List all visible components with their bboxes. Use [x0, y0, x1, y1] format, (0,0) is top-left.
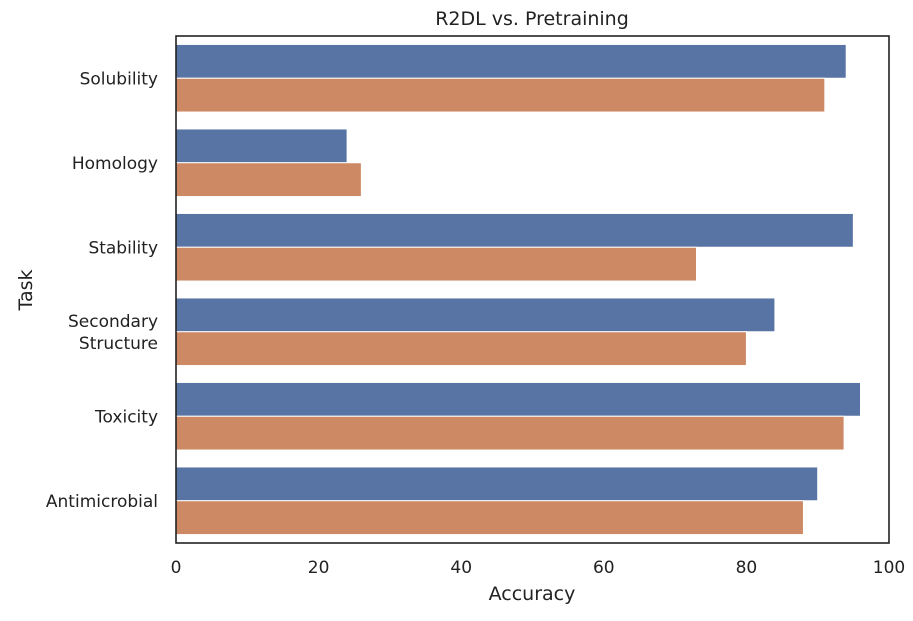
- y-tick-label-line: Toxicity: [94, 407, 158, 427]
- bar-secondary-structure-series-1: [175, 297, 776, 333]
- y-tick-label-line: Secondary: [68, 312, 158, 332]
- bars-group: [175, 43, 861, 536]
- bar-antimicrobial-series-2: [175, 500, 804, 536]
- bar-secondary-structure-series-2: [175, 331, 747, 367]
- bar-homology-series-2: [175, 162, 362, 198]
- bar-homology-series-1: [175, 128, 348, 164]
- y-tick-label-line: Solubility: [80, 69, 158, 89]
- plot-frame: [175, 35, 890, 544]
- x-tick-label: 80: [736, 558, 758, 578]
- chart-title: R2DL vs. Pretraining: [435, 8, 629, 30]
- y-tick-label-line: Stability: [88, 238, 158, 258]
- bar-solubility-series-2: [175, 77, 826, 113]
- bar-stability-series-2: [175, 246, 697, 282]
- y-axis-label: Task: [15, 269, 37, 311]
- bar-solubility-series-1: [175, 43, 847, 79]
- bar-antimicrobial-series-1: [175, 466, 819, 502]
- y-tick-label: Secondary Structure: [68, 312, 158, 354]
- y-tick-label: Stability: [88, 238, 158, 258]
- x-tick-label: 40: [450, 558, 472, 578]
- y-tick-label-line: Structure: [79, 334, 158, 354]
- y-tick-labels: Solubility Homology Stability Secondary Stru…: [46, 69, 158, 512]
- x-axis-label: Accuracy: [489, 583, 576, 605]
- y-tick-label: Toxicity: [94, 407, 158, 427]
- y-tick-label-line: Antimicrobial: [46, 492, 158, 512]
- y-tick-label: Antimicrobial: [46, 492, 158, 512]
- x-tick-label: 60: [593, 558, 615, 578]
- x-tick-label: 0: [171, 558, 182, 578]
- y-tick-label-line: Homology: [72, 154, 158, 174]
- y-tick-label: Homology: [72, 154, 158, 174]
- bar-toxicity-series-2: [175, 415, 845, 451]
- bar-stability-series-1: [175, 212, 854, 248]
- bar-toxicity-series-1: [175, 381, 861, 417]
- x-tick-labels: 0 20 40 60 80 100: [171, 558, 906, 578]
- x-tick-label: 20: [308, 558, 330, 578]
- y-tick-label: Solubility: [80, 69, 158, 89]
- x-tick-label: 100: [873, 558, 905, 578]
